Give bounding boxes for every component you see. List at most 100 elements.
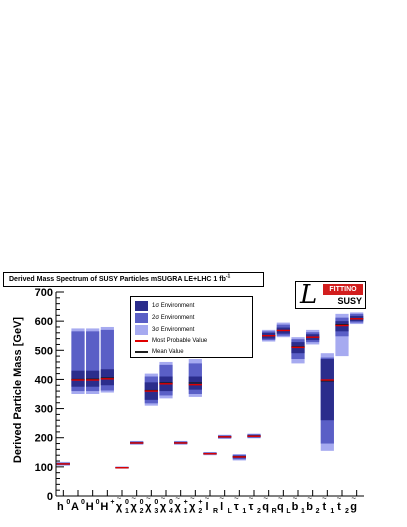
logo-letter: L [300, 280, 318, 310]
legend-item-most-probable: Most Probable Value [135, 336, 251, 346]
band-s1-1 [71, 370, 85, 387]
legend-swatch-sigma1 [135, 301, 148, 311]
y-tick-label: 200 [35, 433, 53, 445]
x-tick-label-base: χ [189, 501, 196, 513]
x-tick-label-sub: 2 [345, 508, 349, 515]
x-tick-label-16: b~1 [292, 494, 305, 515]
x-tick-label-sub: L [228, 508, 233, 515]
x-tick-label-base: A [71, 501, 79, 513]
x-tick-label-base: χ [116, 501, 123, 513]
x-tick-label-tilde: ~ [205, 494, 210, 503]
x-tick-label-tilde: ~ [278, 494, 283, 503]
x-tick-label-tilde: ~ [131, 494, 136, 503]
x-tick-label-base: τ [234, 501, 239, 513]
x-tick-label-sub: L [286, 508, 291, 515]
x-tick-label-base: b [292, 501, 299, 513]
x-tick-labels: h 0 A 0 H 0 H + χ~ 01 χ~ 02 χ~ 03 χ~ 04 χ~ +1 χ~ +2 l~R l~L τ~… [57, 494, 357, 515]
y-tick-label: 700 [35, 287, 53, 299]
value-lines [56, 318, 364, 469]
band-s1-3 [100, 369, 114, 386]
x-tick-label-tilde: ~ [161, 494, 166, 503]
x-tick-label-tilde: ~ [322, 494, 327, 503]
x-tick-label-sub: 2 [198, 508, 202, 515]
x-tick-label-base: q [277, 501, 284, 513]
x-tick-label-11: l~ L [219, 494, 232, 515]
x-tick-label-base: b [306, 501, 313, 513]
legend-line-most-probable [135, 340, 148, 342]
y-tick-label: 400 [35, 374, 53, 386]
x-tick-label-sub: 3 [154, 508, 158, 515]
x-tick-label-sub: 1 [301, 508, 305, 515]
x-tick-label-tilde: ~ [337, 494, 342, 503]
x-tick-label-base: χ [145, 501, 152, 513]
x-tick-label-sub: 2 [257, 508, 261, 515]
x-tick-label-tilde: ~ [249, 494, 254, 503]
x-tick-label-base: H [100, 501, 108, 513]
y-axis-label: Derived Particle Mass [GeV] [12, 317, 24, 463]
x-tick-label-sup: 0 [169, 499, 173, 506]
chart-title: Derived Mass Spectrum of SUSY Particles … [3, 272, 264, 287]
x-tick-label-4: χ~ 0 1 [116, 494, 129, 515]
x-tick-label-sub: 2 [140, 508, 144, 515]
legend-label-sigma1: 1σ Environment [152, 303, 195, 309]
logo-subtext: SUSY [337, 296, 362, 306]
x-tick-label-12: τ~1 [234, 494, 246, 515]
x-tick-label-tilde: ~ [190, 494, 195, 503]
chart-title-text: Derived Mass Spectrum of SUSY Particles … [9, 276, 226, 283]
x-tick-label-sup: 0 [96, 499, 100, 506]
x-tick-label-sub: 1 [184, 508, 188, 515]
x-tick-label-5: χ~ 0 2 [130, 494, 143, 515]
x-tick-label-base: t [337, 501, 341, 513]
x-tick-label-base: q [262, 501, 269, 513]
x-tick-label-sup: + [110, 499, 114, 506]
x-tick-label-tilde: ~ [117, 494, 122, 503]
x-tick-label-3: H + [100, 499, 114, 513]
x-tick-label-base: H [86, 501, 94, 513]
x-tick-label-20: g~ [350, 494, 357, 513]
x-tick-label-sub: 2 [316, 508, 320, 515]
axes [55, 291, 364, 497]
y-tick-labels: 0 100 200 300 400 500 600 700 [35, 287, 53, 503]
x-tick-label-base: l [205, 501, 208, 513]
x-tick-label-sup: 0 [140, 499, 144, 506]
x-tick-label-10: l~R [205, 494, 218, 515]
legend-label-most-probable: Most Probable Value [152, 338, 208, 344]
x-tick-label-sub: R [213, 508, 218, 515]
band-s1-18 [320, 359, 334, 421]
x-tick-label-tilde: ~ [351, 494, 356, 503]
x-tick-label-18: t~1 [322, 494, 334, 515]
y-tick-label: 100 [35, 462, 53, 474]
x-tick-label-base: χ [160, 501, 167, 513]
x-tick-label-13: τ~2 [249, 494, 261, 515]
x-tick-label-sup: + [184, 499, 188, 506]
x-tick-label-sup: 0 [154, 499, 158, 506]
x-tick-label-base: l [220, 501, 223, 513]
x-tick-label-tilde: ~ [146, 494, 151, 503]
x-tick-label-base: h [57, 501, 64, 513]
logo-banner: FITTINO [323, 284, 363, 295]
legend-line-mean [135, 351, 148, 353]
x-tick-label-tilde: ~ [234, 494, 239, 503]
chart-title-sup: -1 [225, 273, 231, 280]
x-tick-label-19: t~2 [337, 494, 349, 515]
x-tick-label-sup: + [198, 499, 202, 506]
x-tick-label-14: q~ R [262, 494, 276, 515]
x-tick-label-15: q~L [277, 494, 291, 515]
x-tick-label-tilde: ~ [175, 494, 180, 503]
y-tick-label: 300 [35, 404, 53, 416]
legend-swatch-sigma2 [135, 313, 148, 323]
legend-item-mean: Mean Value [135, 347, 251, 357]
x-tick-label-sup: 0 [125, 499, 129, 506]
x-tick-label-17: b~2 [306, 494, 319, 515]
legend-item-sigma1: 1σ Environment [135, 301, 251, 311]
x-tick-label-sub: 4 [169, 508, 173, 515]
x-tick-label-sub: R [272, 508, 277, 515]
legend-label-mean: Mean Value [152, 349, 184, 355]
x-tick-label-tilde: ~ [293, 494, 298, 503]
fittino-logo: L FITTINO SUSY [295, 281, 366, 309]
legend-swatch-sigma3 [135, 325, 148, 335]
legend-item-sigma2: 2σ Environment [135, 313, 251, 323]
